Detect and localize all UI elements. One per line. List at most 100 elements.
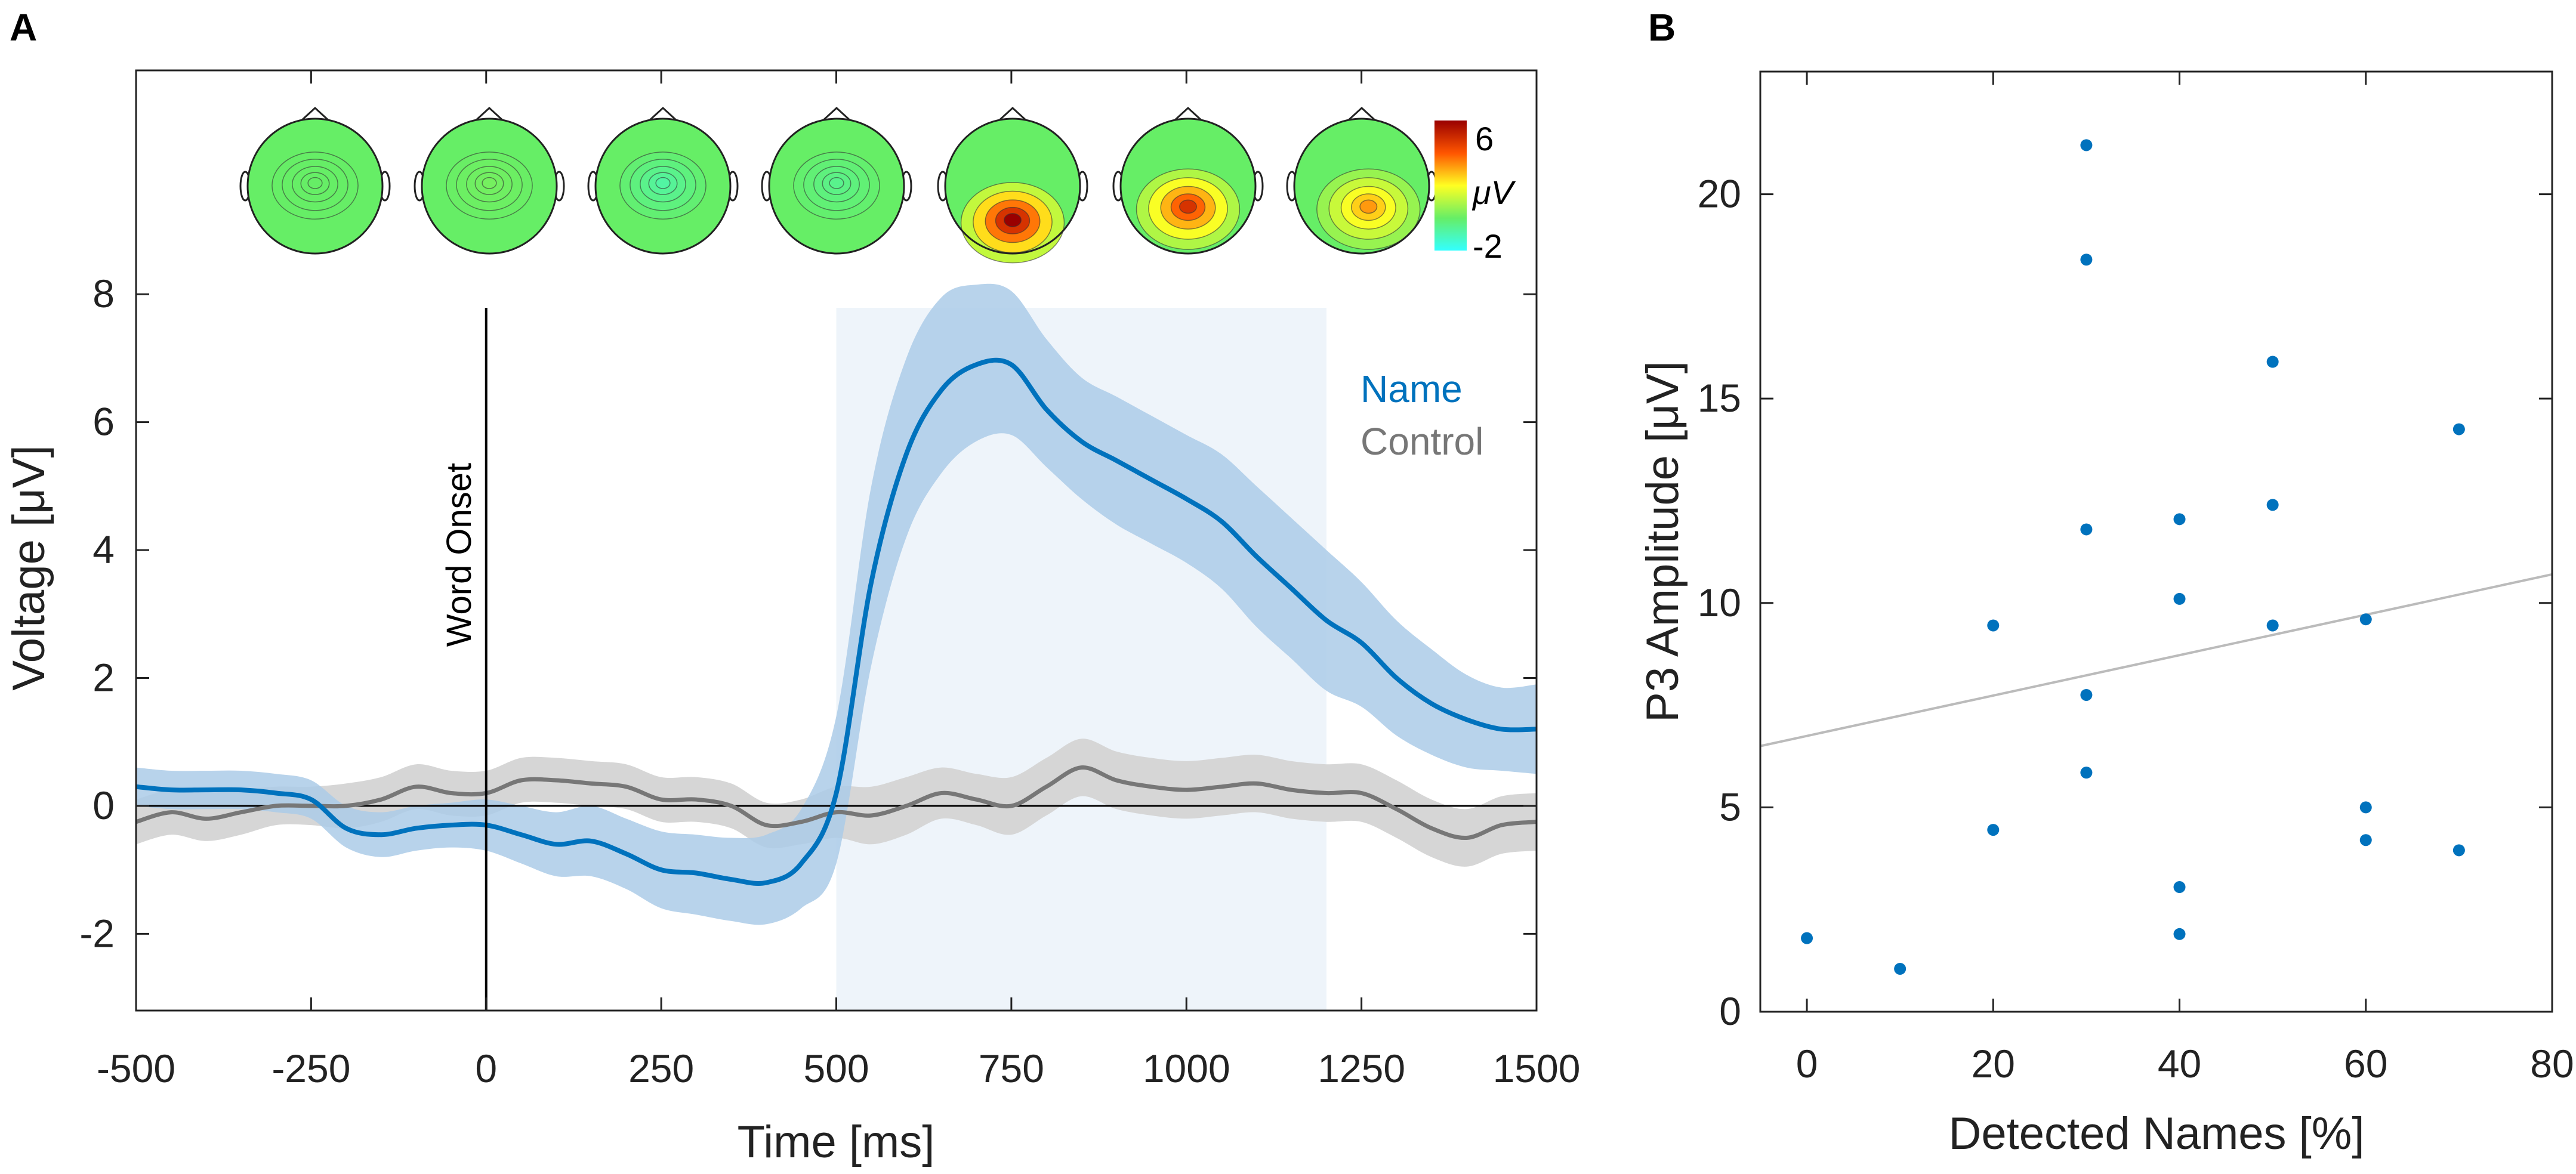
axes-a-tick-labels: -500 -250 0 250 500 750 1000 1250 1500 -2 0 2 4 6 8 (79, 271, 1580, 1090)
a-xtick-label: 1000 (1143, 1046, 1230, 1090)
topomap (761, 106, 912, 255)
axes-b-frame (1759, 70, 2553, 1013)
topomap-contour (482, 177, 497, 189)
a-ytick-label: -2 (79, 911, 115, 955)
a-xtick-label: -250 (272, 1046, 350, 1090)
topomap (414, 106, 565, 255)
b-xtick-label: 40 (2158, 1042, 2201, 1086)
topomap (937, 106, 1088, 264)
scatter-point (2266, 499, 2279, 511)
axes-b-ticks (1760, 72, 2553, 1013)
a-ytick-label: 2 (92, 656, 115, 700)
b-xtick-label: 0 (1796, 1042, 1818, 1086)
control-line-group (135, 765, 1537, 841)
panel-a-label: A (10, 6, 37, 49)
axes-a-ticks (135, 70, 1538, 1011)
a-xtick-label: 750 (979, 1046, 1044, 1090)
a-ytick-label: 0 (92, 783, 115, 827)
axes-a-xlabel: Time [ms] (738, 1117, 935, 1167)
panel-a: Word Onset -500 -250 0 250 500 750 1000 1250 150… (4, 69, 1580, 1167)
scatter-point (2452, 844, 2465, 857)
topomap-nose (821, 106, 852, 122)
b-xtick-label: 20 (1972, 1042, 2015, 1086)
a-ytick-label: 6 (92, 400, 115, 444)
scatter-points (1801, 139, 2465, 975)
topomap-nose (1346, 106, 1377, 122)
axes-b-tick-labels: 0 20 40 60 80 0 5 10 15 20 (1698, 172, 2574, 1086)
topomap-nose (1173, 106, 1204, 122)
scatter-point (1987, 619, 2000, 632)
scatter-point (2359, 834, 2372, 846)
panel-b-label: B (1648, 6, 1676, 49)
name-line (135, 357, 1537, 886)
topomap-contour (1179, 199, 1197, 214)
legend-name: Name (1361, 367, 1463, 410)
topomap-outline (1119, 118, 1257, 255)
scatter-point (2266, 619, 2279, 632)
a-xtick-label: 0 (475, 1046, 497, 1090)
scatter-point (2452, 423, 2465, 435)
topomap-nose (647, 106, 678, 122)
axes-b-xlabel: Detected Names [%] (1949, 1108, 2365, 1159)
topomap-outline (246, 118, 384, 255)
topomap-row (239, 106, 1437, 264)
topomap (1112, 106, 1264, 255)
onset-label: Word Onset (440, 463, 479, 647)
topomap-contour (829, 177, 844, 189)
a-xtick-label: 1500 (1493, 1046, 1581, 1090)
topomap-outline (594, 118, 732, 255)
scatter-point (2080, 139, 2093, 152)
topomap-contour (1004, 213, 1022, 227)
topomap-contour (1359, 199, 1378, 214)
scatter-point (2080, 254, 2093, 266)
name-line-group (135, 357, 1537, 886)
scatter-point (2359, 613, 2372, 626)
topomap-contour (655, 177, 671, 189)
topomap (239, 106, 391, 255)
topomap-outline (1293, 118, 1430, 255)
axes-a-ylabel: Voltage [μV] (4, 445, 54, 690)
scatter-point (2173, 592, 2186, 605)
name-sem-band (136, 283, 1537, 925)
a-xtick-label: -500 (97, 1046, 175, 1090)
b-ytick-label: 5 (1719, 784, 1741, 829)
a-ytick-label: 8 (92, 271, 115, 316)
colorbar-min-label: -2 (1473, 227, 1503, 265)
topomap-nose (300, 106, 331, 122)
b-ytick-label: 20 (1698, 172, 1741, 216)
topomap (1286, 106, 1437, 255)
topomap-nose (997, 106, 1028, 122)
scatter-point (2080, 688, 2093, 701)
b-ytick-label: 0 (1719, 989, 1741, 1033)
scatter-point (2173, 881, 2186, 894)
topomap-outline (944, 118, 1081, 255)
b-ytick-label: 15 (1698, 376, 1741, 420)
a-xtick-label: 500 (803, 1046, 869, 1090)
topomap-contour (307, 177, 323, 189)
scatter-point (2173, 513, 2186, 526)
name-band-group (136, 283, 1537, 925)
colorbar-unit-label: μV (1471, 174, 1516, 211)
scatter-point (2080, 523, 2093, 536)
fit-line (1760, 573, 2553, 747)
legend-control: Control (1361, 420, 1483, 463)
panel-b: 0 20 40 60 80 0 5 10 15 20 Detected Names [%] P3 … (1637, 70, 2574, 1159)
scatter-point (2359, 801, 2372, 814)
control-line (135, 765, 1537, 841)
colorbar (1434, 121, 1467, 251)
scatter-point (1894, 963, 1906, 975)
scatter-point (2080, 767, 2093, 779)
scatter-point (1801, 932, 1813, 944)
a-xtick-label: 1250 (1318, 1046, 1405, 1090)
scatter-point (2173, 928, 2186, 940)
colorbar-max-label: 6 (1475, 120, 1494, 157)
topomap-outline (768, 118, 905, 255)
topomap (587, 106, 739, 255)
axes-b-ylabel: P3 Amplitude [μV] (1637, 361, 1688, 722)
topomap-nose (474, 106, 505, 122)
scatter-point (2266, 356, 2279, 368)
topomap-outline (421, 118, 558, 255)
b-xtick-label: 80 (2530, 1042, 2574, 1086)
b-ytick-label: 10 (1698, 580, 1741, 625)
